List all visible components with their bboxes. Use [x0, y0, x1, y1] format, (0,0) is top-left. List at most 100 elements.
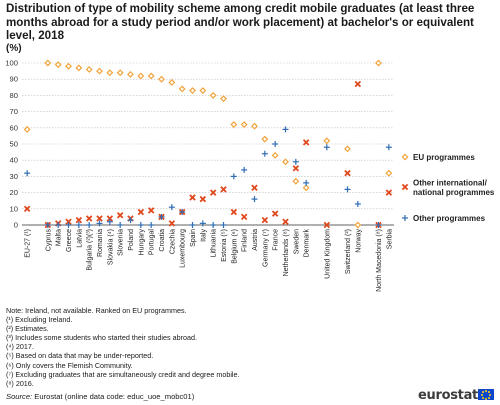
other-programmes-marker: [55, 222, 62, 228]
legend-label: Other programmes: [413, 214, 486, 223]
other-national-marker: [323, 221, 331, 229]
other-national-marker: [106, 215, 114, 222]
x-marker-stroke: [75, 216, 83, 224]
eu-programmes-marker: [23, 125, 31, 133]
other-programmes-marker: [158, 213, 165, 220]
x-marker-stroke: [302, 139, 310, 146]
x-marker-stroke: [106, 215, 114, 222]
other-programmes-marker: [75, 222, 82, 228]
legend-label-line: EU programmes: [413, 153, 475, 162]
other-national-marker: [240, 213, 248, 221]
chart-title: Distribution of type of mobility scheme …: [6, 2, 475, 43]
eu-programmes-marker: [106, 69, 114, 77]
other-national-marker: [251, 184, 258, 191]
eu-programmes-marker: [44, 59, 52, 67]
other-national-marker: [282, 218, 289, 225]
other-national-marker: [85, 215, 93, 222]
other-programmes-marker: [24, 170, 31, 177]
x-marker-stroke: [116, 212, 124, 219]
legend-label-line: Other programmes: [413, 214, 486, 223]
other-national-marker: [354, 80, 362, 88]
x-marker-stroke: [65, 218, 72, 225]
note-line: (¹) Excluding Ireland.: [6, 315, 73, 325]
other-programmes-marker: [241, 166, 248, 173]
eurostat-logo: eurostat: [418, 388, 496, 403]
x-marker-stroke: [271, 210, 279, 217]
other-national-marker: [385, 189, 393, 196]
eu-programmes-marker: [116, 69, 124, 77]
x-tick-label: Romania: [97, 229, 104, 257]
y-tick-label: 40: [10, 156, 18, 165]
other-programmes-marker: [106, 218, 113, 225]
other-programmes-marker: [65, 222, 72, 228]
legend-marker-2: [402, 215, 408, 221]
eu-programmes-marker: [96, 67, 103, 75]
other-national-marker: [189, 194, 196, 201]
other-programmes-marker: [354, 200, 361, 207]
other-national-marker: [96, 215, 103, 222]
other-programmes-marker: [148, 222, 155, 228]
x-tick-label: Germany (⁷): [262, 229, 269, 267]
note-line: (⁴) 2017.: [6, 342, 34, 352]
other-programmes-marker: [272, 141, 279, 147]
x-tick-label: Finland: [242, 229, 249, 252]
eu-programmes-marker: [189, 87, 196, 94]
x-tick-label: United Kingdom: [324, 229, 331, 279]
x-marker-stroke: [401, 183, 409, 191]
source-text: Eurostat (online data code:: [32, 392, 128, 401]
eu-programmes-marker: [147, 72, 155, 80]
other-programmes-marker: [282, 126, 289, 133]
other-programmes-marker: [117, 222, 124, 228]
other-programmes-marker: [323, 144, 330, 151]
legend-label-line: Other international/: [413, 179, 488, 188]
x-marker-stroke: [230, 208, 238, 216]
x-marker-stroke: [261, 216, 269, 224]
eu-programmes-marker: [323, 137, 331, 145]
eu-programmes-marker: [65, 62, 72, 70]
other-national-marker: [209, 189, 217, 196]
other-national-marker: [302, 139, 310, 146]
x-tick-label: North Macedonia (⁸): [376, 229, 383, 292]
x-tick-label: Denmark: [304, 229, 311, 258]
x-tick-label: Luxembourg: [180, 229, 187, 268]
x-marker-stroke: [292, 165, 300, 172]
x-tick-label: Hungary: [138, 229, 145, 256]
other-programmes-marker: [220, 222, 227, 228]
other-programmes-marker: [44, 222, 51, 228]
note-line: (⁶) Only covers the Flemish Community.: [6, 360, 133, 370]
other-national-marker: [271, 210, 279, 217]
x-tick-label: Cyprus: [45, 229, 52, 252]
other-programmes-marker: [168, 204, 175, 211]
legend-label-line: national programmes: [413, 188, 495, 197]
eu-flag-icon: [478, 389, 494, 400]
grid-lines: [22, 62, 394, 226]
eu-programmes-marker: [230, 121, 238, 129]
other-programmes-marker: [261, 150, 268, 157]
x-marker-stroke: [323, 221, 331, 229]
x-marker-stroke: [85, 215, 93, 222]
x-tick-label: Slovenia: [118, 229, 125, 256]
eu-programmes-marker: [292, 177, 300, 185]
other-programmes-marker: [375, 222, 382, 228]
other-national-marker: [137, 208, 145, 216]
x-tick-label: Slovakia (⁴): [107, 229, 114, 265]
eu-programmes-marker: [261, 135, 269, 143]
other-national-marker: [220, 186, 227, 193]
y-tick-label: 100: [5, 59, 18, 68]
x-marker-stroke: [199, 195, 207, 203]
eu-programmes-marker: [220, 95, 227, 103]
x-marker-stroke: [354, 80, 362, 88]
chart-notes: Note: Ireland, not available. Ranked on …: [6, 306, 446, 388]
y-tick-label: 70: [10, 107, 18, 116]
eu-programmes-marker: [158, 75, 165, 83]
source-code[interactable]: educ_uoe_mobc01: [127, 392, 192, 401]
x-marker-stroke: [344, 169, 351, 177]
other-programmes-marker: [344, 186, 351, 193]
other-programmes-marker: [251, 196, 258, 203]
data-markers: [23, 59, 393, 229]
x-marker-stroke: [147, 207, 155, 214]
x-marker-stroke: [282, 218, 289, 225]
x-tick-label: EU-27 (¹): [25, 229, 32, 258]
x-tick-label: Sweden: [293, 229, 300, 254]
x-tick-label: Poland: [128, 229, 135, 251]
